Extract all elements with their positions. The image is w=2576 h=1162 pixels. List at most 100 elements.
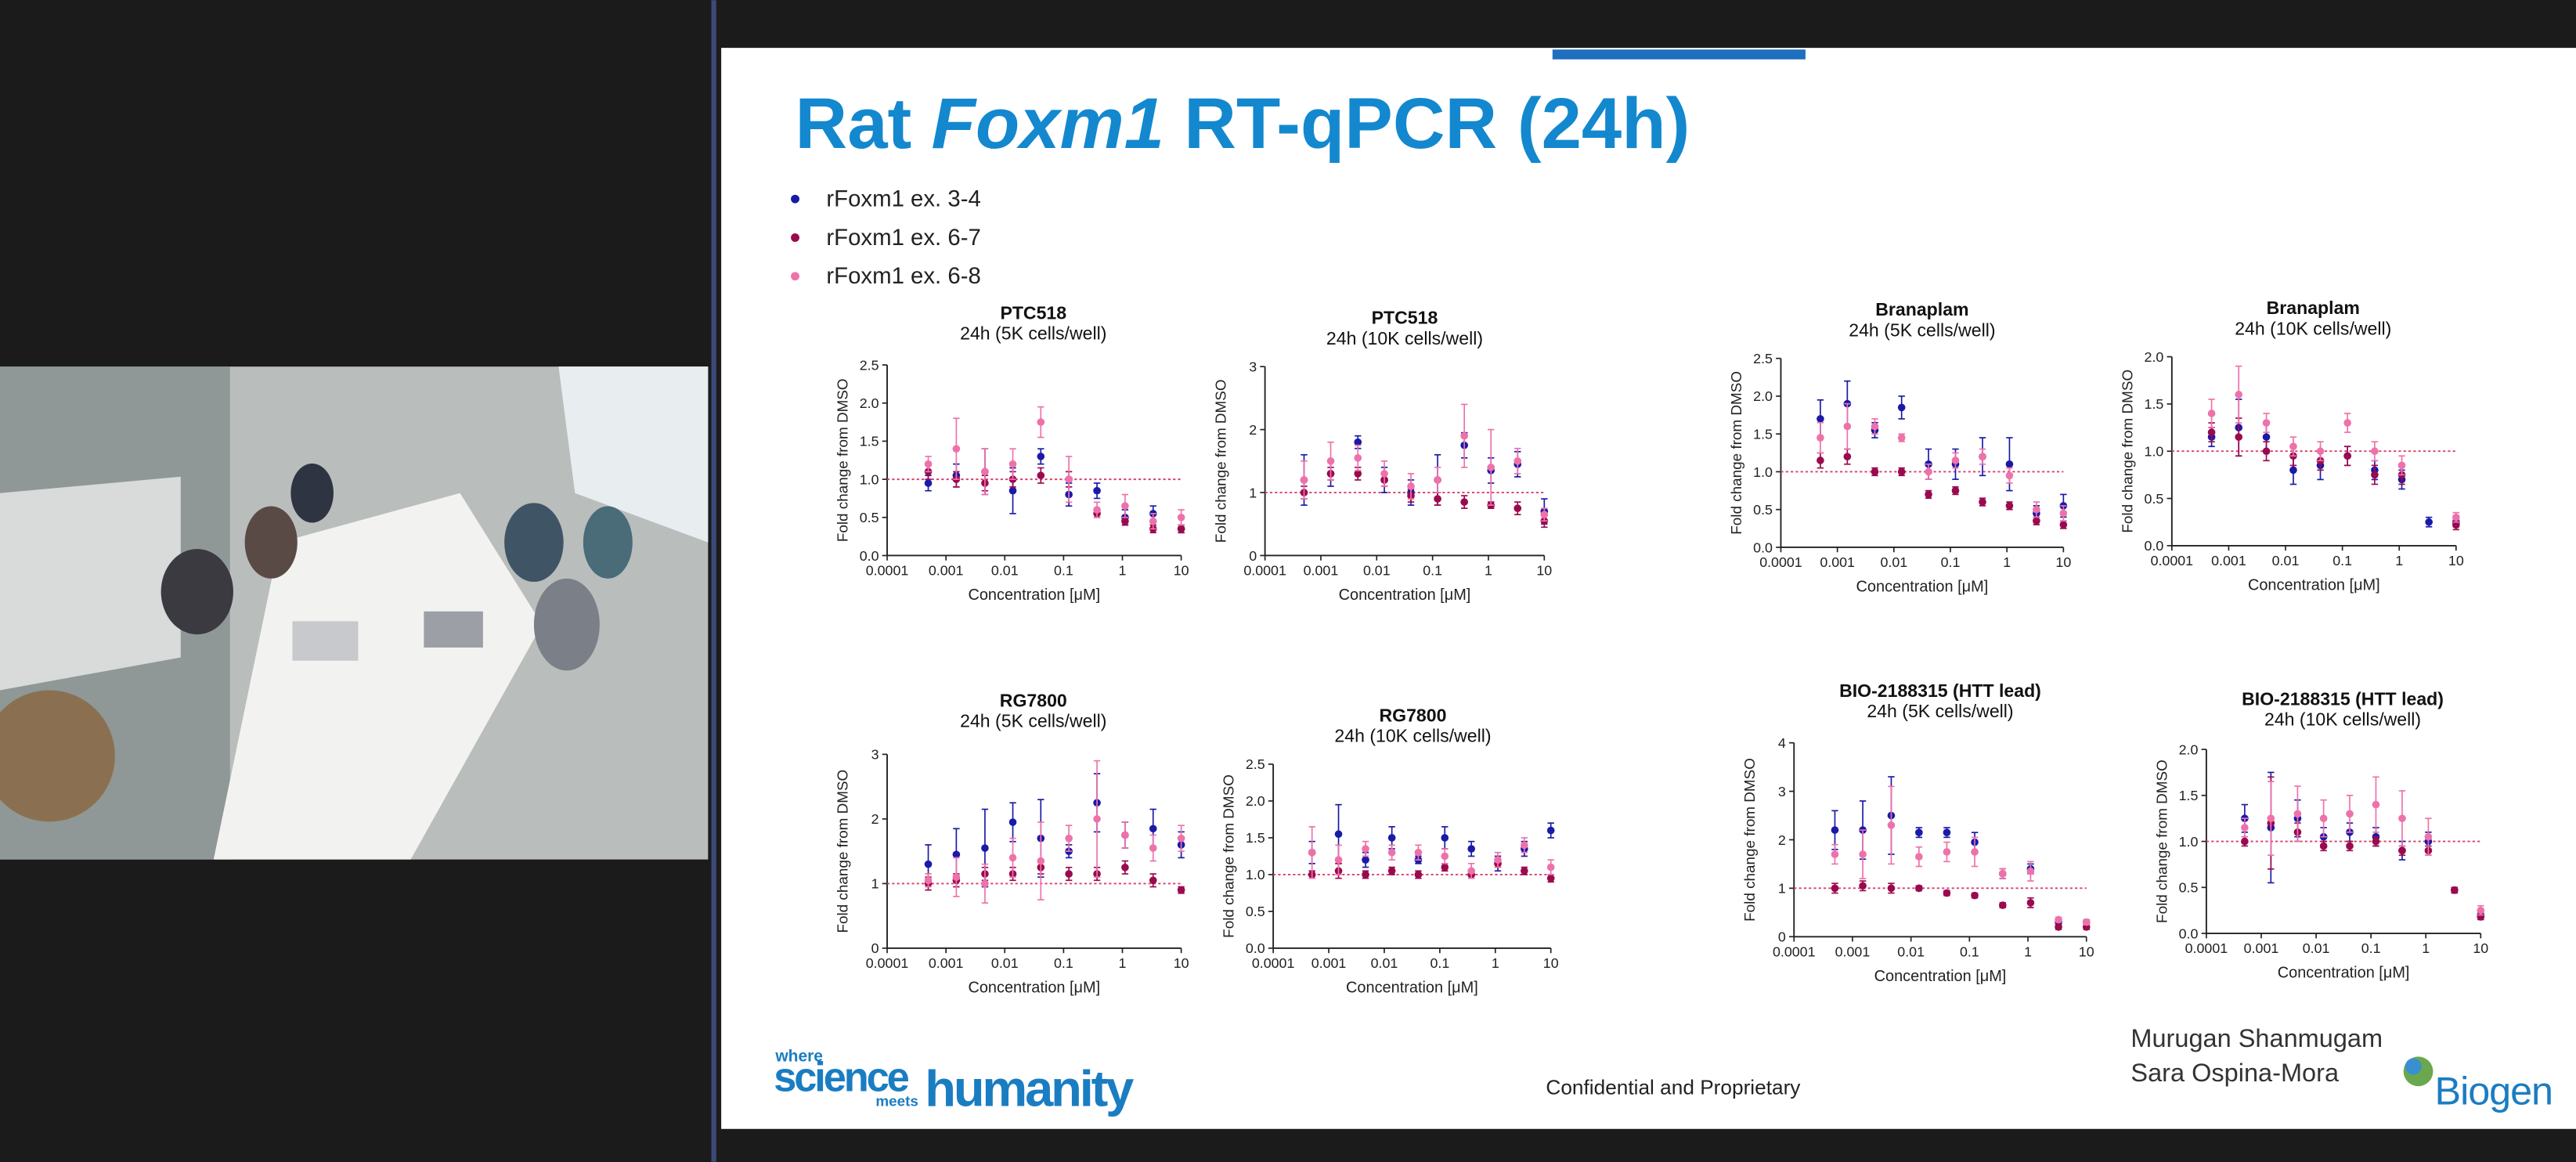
point xyxy=(1149,876,1157,885)
point xyxy=(2033,505,2040,514)
point xyxy=(1467,845,1475,853)
x-tick-label: 0.1 xyxy=(1960,944,1979,959)
point xyxy=(1817,434,1824,442)
x-tick-label: 10 xyxy=(2055,554,2071,570)
point xyxy=(1843,453,1852,460)
point xyxy=(1897,434,1906,442)
point xyxy=(1546,826,1555,835)
point xyxy=(2398,846,2406,855)
y-tick-label: 3 xyxy=(871,747,879,763)
point xyxy=(2343,419,2351,427)
point xyxy=(1441,834,1449,842)
point xyxy=(2452,513,2460,521)
point xyxy=(1362,845,1369,853)
y-tick-label: 2.0 xyxy=(860,395,879,411)
point xyxy=(1467,867,1475,875)
point xyxy=(1460,431,1469,440)
point xyxy=(1943,828,1951,837)
point xyxy=(1065,834,1073,843)
person xyxy=(504,503,564,583)
point xyxy=(1362,856,1369,864)
chart-title: RG7800 xyxy=(1379,705,1446,725)
chart-title: PTC518 xyxy=(1372,308,1438,328)
divider xyxy=(711,0,716,1162)
point xyxy=(1817,456,1824,464)
x-tick-label: 10 xyxy=(2473,940,2488,956)
point xyxy=(2451,886,2459,894)
y-tick-label: 2.5 xyxy=(1753,351,1773,366)
point xyxy=(1177,525,1185,533)
x-tick-label: 1 xyxy=(1119,955,1127,971)
title-part: RT-qPCR (24h) xyxy=(1184,82,1690,164)
point xyxy=(1513,504,1522,512)
x-tick-label: 0.01 xyxy=(1363,563,1391,579)
point xyxy=(2026,867,2035,875)
point xyxy=(2346,810,2354,818)
x-tick-label: 10 xyxy=(1174,955,1189,971)
point xyxy=(1979,453,1986,460)
point xyxy=(1065,475,1073,483)
point xyxy=(2424,832,2433,841)
y-tick-label: 0.5 xyxy=(2145,491,2164,507)
x-tick-label: 0.01 xyxy=(1897,944,1925,959)
point xyxy=(1925,490,1932,499)
point xyxy=(2026,899,2035,907)
x-tick-label: 0.001 xyxy=(929,563,964,579)
point xyxy=(1546,874,1555,882)
point xyxy=(1871,467,1879,476)
point xyxy=(1354,438,1362,446)
point xyxy=(1897,467,1906,476)
chart-subtitle: 24h (10K cells/well) xyxy=(2235,318,2391,338)
y-tick-label: 3 xyxy=(1249,359,1257,374)
x-tick-label: 0.001 xyxy=(929,955,964,971)
y-tick-label: 0 xyxy=(871,940,879,956)
point xyxy=(1326,457,1335,465)
y-axis-label: Fold change from DMSO xyxy=(2155,760,2171,923)
y-axis-label: Fold change from DMSO xyxy=(1213,379,1229,543)
y-tick-label: 2.0 xyxy=(1246,793,1265,809)
point xyxy=(1513,457,1522,465)
author: Sara Ospina-Mora xyxy=(2130,1059,2340,1087)
point xyxy=(2055,915,2062,924)
point xyxy=(1354,453,1362,462)
person xyxy=(583,506,633,579)
x-tick-label: 0.1 xyxy=(1430,955,1449,971)
point xyxy=(2425,518,2433,526)
legend-label: rFoxm1 ex. 6-8 xyxy=(826,263,980,289)
title-part: Rat xyxy=(796,82,912,164)
point xyxy=(1887,821,1896,829)
x-tick-label: 0.01 xyxy=(2303,940,2330,956)
point xyxy=(2372,837,2380,846)
point xyxy=(1859,882,1867,890)
point xyxy=(1334,830,1343,839)
x-tick-label: 10 xyxy=(2079,944,2094,959)
point xyxy=(1998,869,2007,878)
point xyxy=(1915,828,1923,837)
point xyxy=(2241,837,2249,846)
point xyxy=(1460,498,1469,506)
y-tick-label: 2.0 xyxy=(2179,742,2199,757)
point xyxy=(2267,814,2275,823)
y-tick-label: 1 xyxy=(1778,881,1786,897)
y-tick-label: 1.0 xyxy=(2145,444,2164,460)
point xyxy=(2319,842,2328,850)
point xyxy=(2059,509,2068,518)
point xyxy=(2005,460,2014,468)
point xyxy=(1546,863,1555,872)
x-tick-label: 0.0001 xyxy=(1243,563,1286,579)
y-tick-label: 0.5 xyxy=(1246,904,1265,919)
point xyxy=(2397,461,2406,470)
chart-subtitle: 24h (10K cells/well) xyxy=(2264,709,2421,730)
share-tab xyxy=(1552,49,1806,60)
x-tick-label: 0.1 xyxy=(2361,940,2381,956)
point xyxy=(1387,834,1396,842)
point xyxy=(1831,826,1839,834)
point xyxy=(1037,453,1045,460)
point xyxy=(1177,834,1185,843)
x-axis-label: Concentration [μM] xyxy=(2278,965,2410,982)
y-tick-label: 1 xyxy=(871,876,879,892)
point xyxy=(924,876,933,885)
